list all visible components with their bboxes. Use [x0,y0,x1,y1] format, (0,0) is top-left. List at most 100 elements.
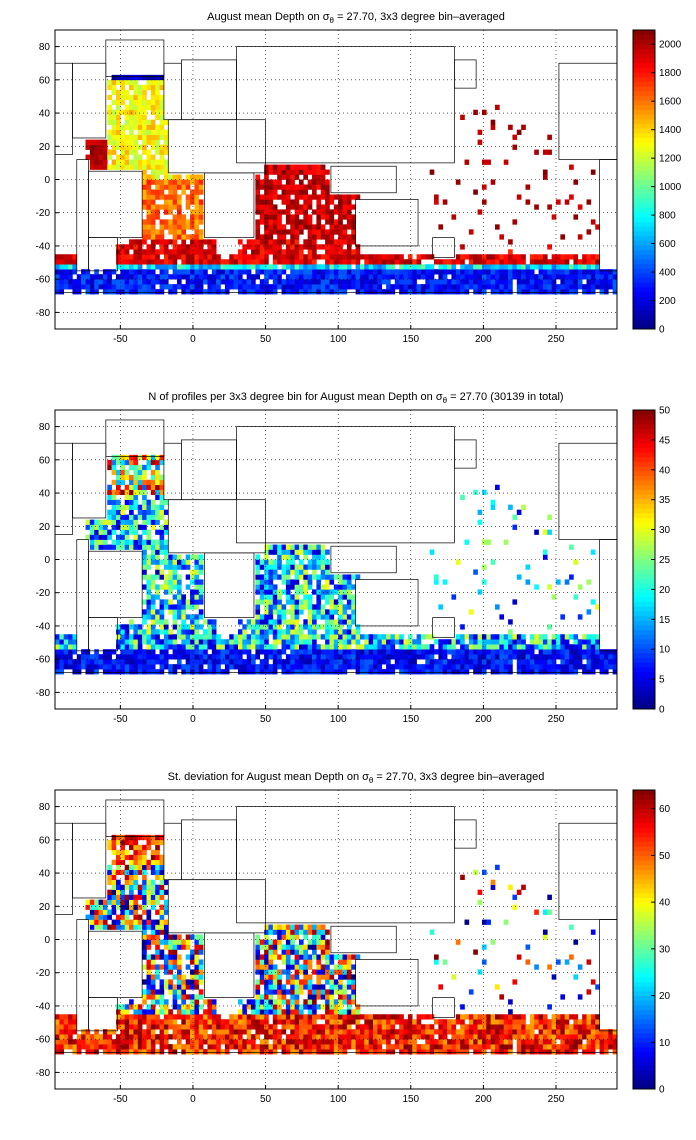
heatmap-cell [194,254,200,260]
colorbar-tick-label: 800 [659,211,676,222]
heatmap-cell [329,234,335,240]
heatmap-cell [303,649,308,655]
heatmap-cell [312,209,317,215]
heatmap-cell [512,654,518,660]
heatmap-cell [198,989,204,995]
heatmap-cell [264,204,269,210]
heatmap-cell [264,979,269,985]
heatmap-cell [264,569,269,575]
heatmap-cell [325,569,330,575]
heatmap-cell [150,219,156,225]
heatmap-cell [85,144,91,150]
heatmap-cell [290,184,295,190]
heatmap-cell [155,214,160,220]
heatmap-cell [159,1009,165,1015]
heatmap-cell [508,124,513,130]
heatmap-cell [490,669,496,675]
heatmap-cell [220,659,226,665]
heatmap-cell [81,649,86,655]
heatmap-cell [133,149,139,155]
heatmap-cell [547,274,552,280]
heatmap-cell [124,529,130,535]
heatmap-cell [181,1044,186,1050]
heatmap-cell [120,144,126,150]
heatmap-cell [150,919,156,925]
heatmap-cell [176,984,182,990]
heatmap-cell [290,1044,295,1050]
heatmap-cell [133,484,139,491]
heatmap-cell [577,269,583,275]
heatmap-cell [133,654,139,660]
heatmap-cell [281,944,287,950]
heatmap-cell [368,284,374,290]
heatmap-cell [351,594,356,600]
heatmap-cell [68,659,73,665]
heatmap-cell [111,919,117,925]
heatmap-cell [142,664,147,670]
heatmap-cell [255,669,261,675]
heatmap-cell [185,279,191,285]
heatmap-cell [294,1009,300,1015]
heatmap-cell [168,564,173,570]
heatmap-cell [338,589,343,595]
heatmap-cell [168,964,173,970]
heatmap-cell [155,1009,160,1015]
heatmap-cell [312,574,317,580]
heatmap-cell [277,619,282,625]
heatmap-cell [316,934,322,940]
heatmap-cell [124,639,130,645]
heatmap-cell [468,284,474,290]
heatmap-cell [198,289,204,295]
heatmap-cell [233,1024,239,1030]
heatmap-cell [133,664,139,670]
heatmap-cell [142,474,147,481]
heatmap-cell [159,574,165,580]
heatmap-cell [277,229,282,235]
heatmap-cell [133,854,139,861]
heatmap-cell [272,979,278,985]
land-outline [236,46,455,164]
heatmap-cell [303,1004,308,1010]
heatmap-cell [142,529,147,535]
heatmap-cell [277,939,282,945]
heatmap-cell [542,289,548,295]
colorbar-segment [633,104,655,110]
heatmap-cell [294,1019,300,1025]
heatmap-cell [551,659,557,665]
heatmap-cell [115,139,121,145]
heatmap-cell [272,1024,278,1030]
heatmap-cell [325,269,330,275]
heatmap-cell [298,964,304,970]
land-outline [330,545,397,574]
heatmap-cell [307,229,313,235]
heatmap-cell [569,664,574,670]
heatmap-cell [425,649,430,655]
heatmap-cell [499,659,505,665]
heatmap-cell [72,1024,78,1030]
heatmap-cell [303,589,308,595]
heatmap-cell [277,624,282,630]
heatmap-cell [333,249,339,255]
heatmap-cell [481,109,487,116]
heatmap-cell [155,509,160,515]
colorbar-segment [633,212,655,218]
heatmap-cell [285,174,291,180]
heatmap-cell [55,269,60,275]
heatmap-cell [115,879,121,885]
heatmap-cell [333,619,339,625]
heatmap-cell [264,594,269,600]
heatmap-cell [59,1039,65,1045]
heatmap-cell [115,509,121,515]
heatmap-cell [115,1034,121,1040]
heatmap-cell [264,964,269,970]
heatmap-cell [442,279,448,285]
heatmap-cell [373,254,378,260]
heatmap-cell [329,589,335,595]
heatmap-cell [268,564,274,570]
heatmap-cell [346,194,352,200]
heatmap-cell [303,194,308,200]
heatmap-cell [190,1014,195,1020]
heatmap-cell [333,629,339,635]
heatmap-cell [508,659,513,665]
heatmap-cell [155,514,160,520]
